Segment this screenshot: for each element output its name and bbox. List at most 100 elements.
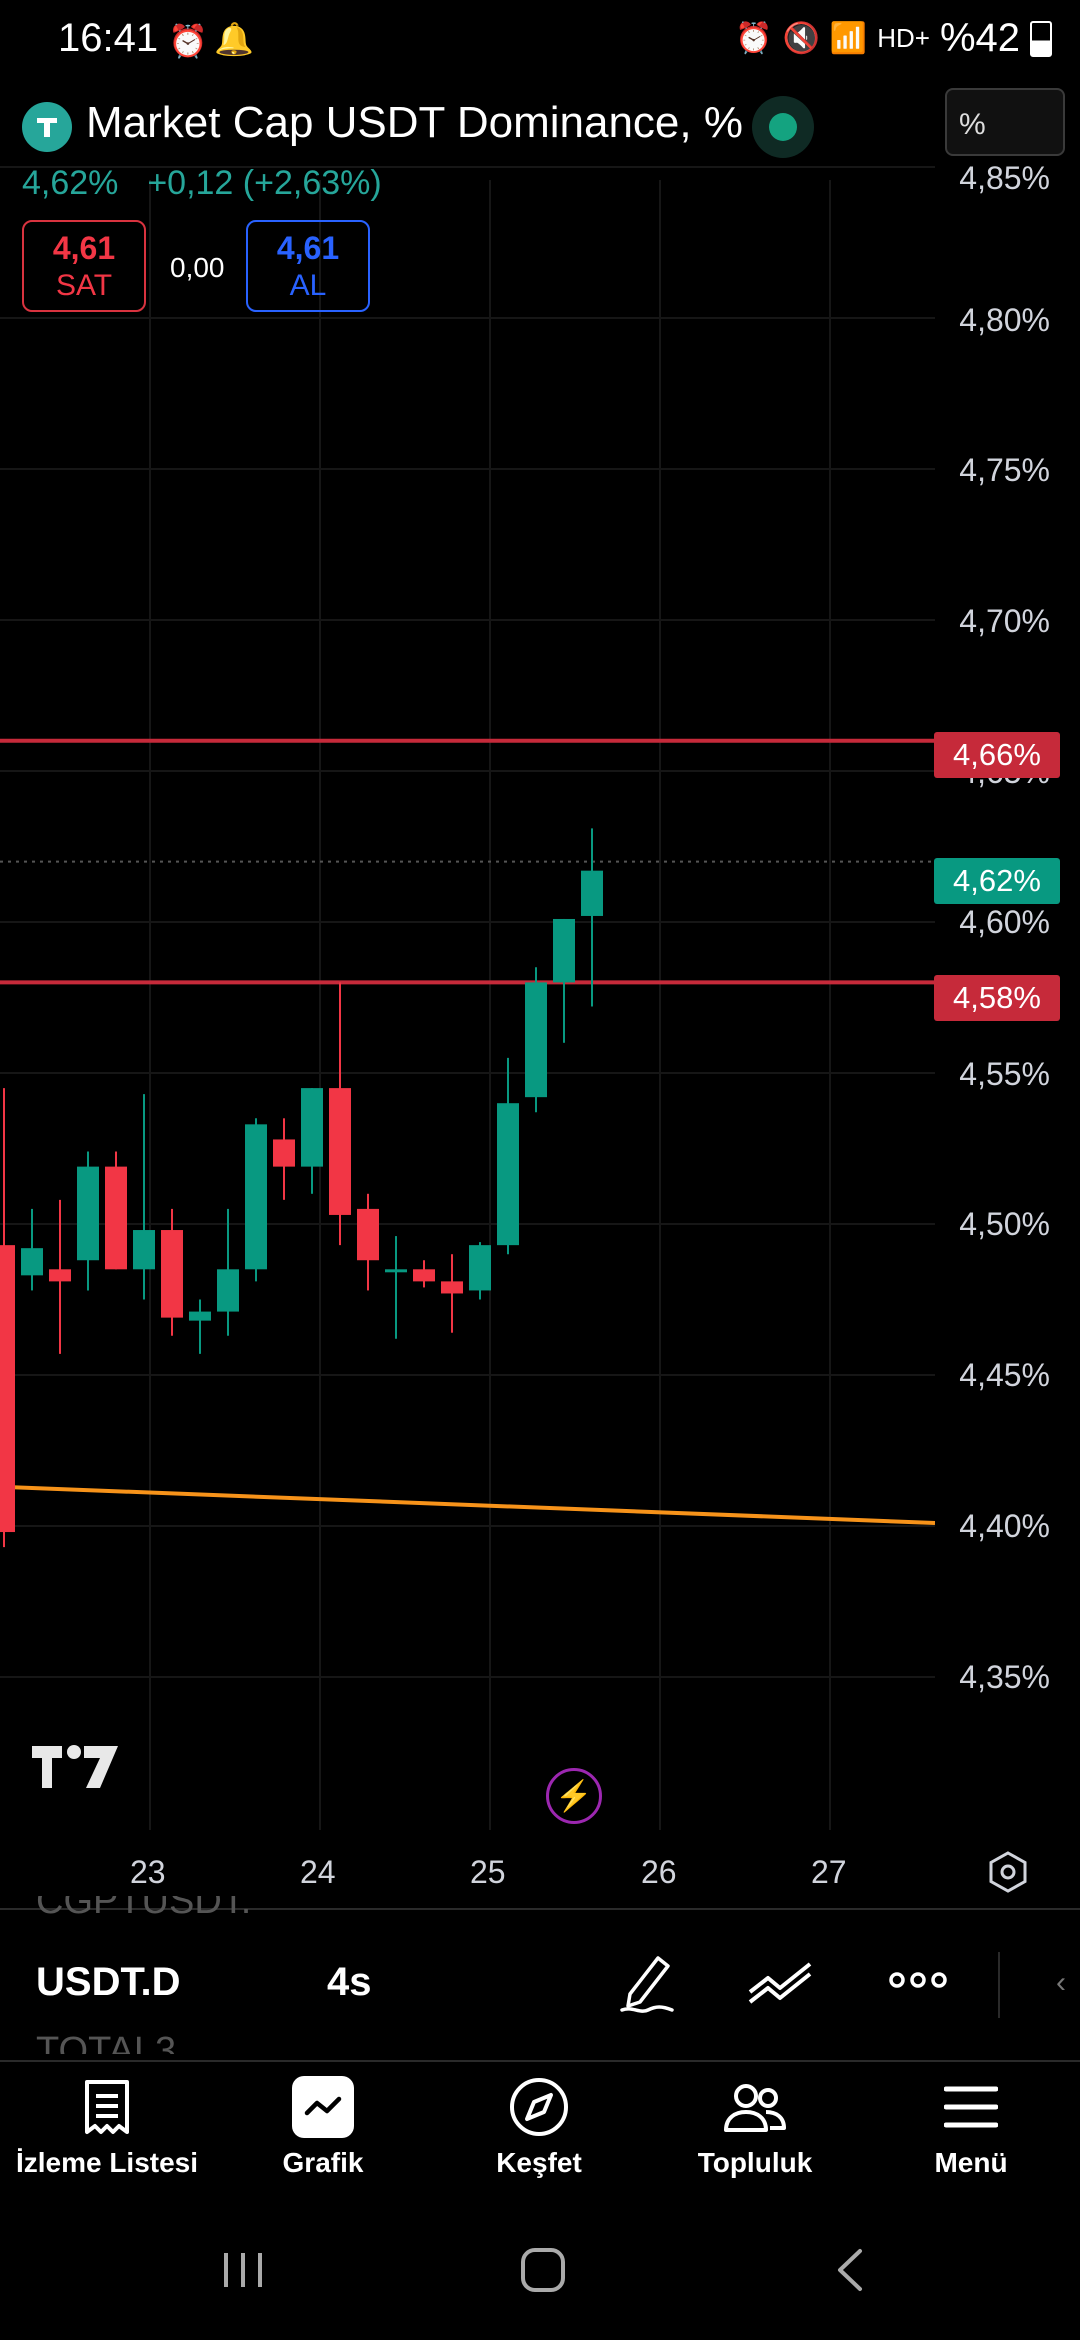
y-tick-label: 4,85% <box>959 160 1050 196</box>
price-change: +0,12 <box>147 164 234 202</box>
toolbar-divider <box>998 1952 1000 2018</box>
alarm-icon: ⏰ <box>168 23 208 59</box>
candle-body <box>21 1248 43 1276</box>
nav-label: Keşfet <box>496 2147 582 2178</box>
nav-chart[interactable]: Grafik <box>223 2075 423 2179</box>
sell-label: SAT <box>55 269 113 302</box>
home-icon[interactable] <box>518 2245 568 2300</box>
nav-watchlist[interactable]: İzleme Listesi <box>7 2075 207 2179</box>
hline-price-tag: 4,66% <box>934 732 1060 778</box>
nav-label: Topluluk <box>697 2147 813 2178</box>
candle-body <box>161 1230 183 1318</box>
nav-community[interactable]: Topluluk <box>655 2075 855 2179</box>
alarm-icon: ⏰ <box>735 22 773 55</box>
flash-icon[interactable]: ⚡ <box>546 1768 602 1824</box>
price-change-pct: (+2,63%) <box>242 164 382 202</box>
candle-body <box>105 1166 127 1270</box>
candle-body <box>133 1230 155 1270</box>
divider <box>0 1908 1080 1910</box>
candle-body <box>497 1103 519 1246</box>
draw-pencil-icon[interactable] <box>618 1950 678 2021</box>
price-chart[interactable] <box>0 0 935 1830</box>
nav-explore[interactable]: Keşfet <box>439 2075 639 2179</box>
y-tick-label: 4,35% <box>959 1659 1050 1695</box>
community-icon <box>655 2075 855 2139</box>
sell-price: 4,61 <box>52 230 116 266</box>
battery-text: %42 <box>939 16 1020 60</box>
x-tick-label: 24 <box>300 1854 336 1890</box>
y-tick-label: 4,45% <box>959 1357 1050 1393</box>
candle-body <box>357 1208 379 1261</box>
watchlist-icon <box>7 2075 207 2139</box>
y-tick-label: 4,70% <box>959 603 1050 639</box>
status-icons: ⏰ 🔇 📶 HD+ %42 <box>735 16 1052 61</box>
x-tick-label: 26 <box>641 1854 677 1890</box>
ticker-next-symbol: TOTAL3 <box>36 2030 177 2054</box>
buy-label: AL <box>289 269 327 302</box>
tradingview-logo-icon <box>30 1742 120 1797</box>
y-tick-label: 4,75% <box>959 452 1050 488</box>
candle-body <box>189 1311 211 1321</box>
hline-price-tag: 4,58% <box>934 975 1060 1021</box>
x-tick-label: 25 <box>470 1854 506 1890</box>
candle-body <box>245 1124 267 1270</box>
wifi-icon: 📶 <box>829 22 868 55</box>
candle-body <box>273 1139 295 1167</box>
recent-apps-icon[interactable] <box>218 2245 268 2300</box>
candle-body <box>49 1269 71 1282</box>
x-tick-label: 27 <box>811 1854 847 1890</box>
candle-body <box>525 982 547 1098</box>
candle-body <box>301 1088 323 1167</box>
chart-settings-icon[interactable] <box>986 1850 1030 1899</box>
nav-menu[interactable]: Menü <box>871 2075 1071 2179</box>
compass-icon <box>439 2075 639 2139</box>
menu-icon <box>871 2075 1071 2139</box>
candle-body <box>329 1088 351 1215</box>
candle-body <box>469 1245 491 1291</box>
candle-body <box>385 1269 407 1273</box>
buy-price: 4,61 <box>276 230 340 266</box>
unit-button[interactable]: % <box>945 88 1065 156</box>
nav-label: Menü <box>934 2147 1008 2178</box>
y-tick-label: 4,80% <box>959 302 1050 338</box>
battery-icon <box>1030 20 1052 57</box>
bell-icon: 🔔 <box>214 21 254 57</box>
y-tick-label: 4,50% <box>959 1206 1050 1242</box>
more-options-icon[interactable] <box>888 1968 948 1997</box>
last-price: 4,62% <box>22 164 119 202</box>
candle-body <box>441 1281 463 1294</box>
current-symbol[interactable]: USDT.D <box>36 1960 181 2004</box>
chart-icon <box>223 2075 423 2139</box>
ticker-list-next[interactable]: TOTAL3 1G <box>36 2026 176 2054</box>
x-tick-label: 23 <box>130 1854 166 1890</box>
price-summary: 4,62% +0,12 (+2,63%) <box>22 164 382 203</box>
collapse-arrow-icon[interactable]: ‹ <box>1056 1966 1066 1999</box>
candle-body <box>413 1269 435 1282</box>
status-time: 16:41 <box>58 16 159 60</box>
candle-body <box>77 1166 99 1261</box>
spread-value: 0,00 <box>170 252 225 283</box>
sell-button[interactable]: 4,61 SAT <box>22 220 146 312</box>
candle-body <box>0 1245 15 1533</box>
back-icon[interactable] <box>826 2245 876 2300</box>
nav-label: İzleme Listesi <box>15 2147 199 2178</box>
tether-icon <box>22 102 72 152</box>
candle-body <box>217 1269 239 1312</box>
ticker-prev-symbol: CGPTUSDT. <box>36 1896 252 1922</box>
symbol-title[interactable]: Market Cap USDT Dominance, % <box>86 98 743 147</box>
candle-body <box>581 870 603 916</box>
y-tick-label: 4,60% <box>959 904 1050 940</box>
mute-icon: 🔇 <box>782 22 820 55</box>
ticker-list-prev[interactable]: CGPTUSDT. 1s <box>36 1896 251 1926</box>
candle-body <box>553 918 575 983</box>
market-status-icon[interactable] <box>752 96 814 158</box>
network-label: HD+ <box>877 23 930 53</box>
current-price-tag: 4,62% <box>934 858 1060 904</box>
nav-label: Grafik <box>282 2147 364 2178</box>
y-tick-label: 4,55% <box>959 1056 1050 1092</box>
current-interval[interactable]: 4s <box>327 1960 372 2004</box>
trend-line <box>0 1484 935 1525</box>
buy-button[interactable]: 4,61 AL <box>246 220 370 312</box>
trend-tools-icon[interactable] <box>746 1950 816 2021</box>
divider <box>0 2060 1080 2062</box>
